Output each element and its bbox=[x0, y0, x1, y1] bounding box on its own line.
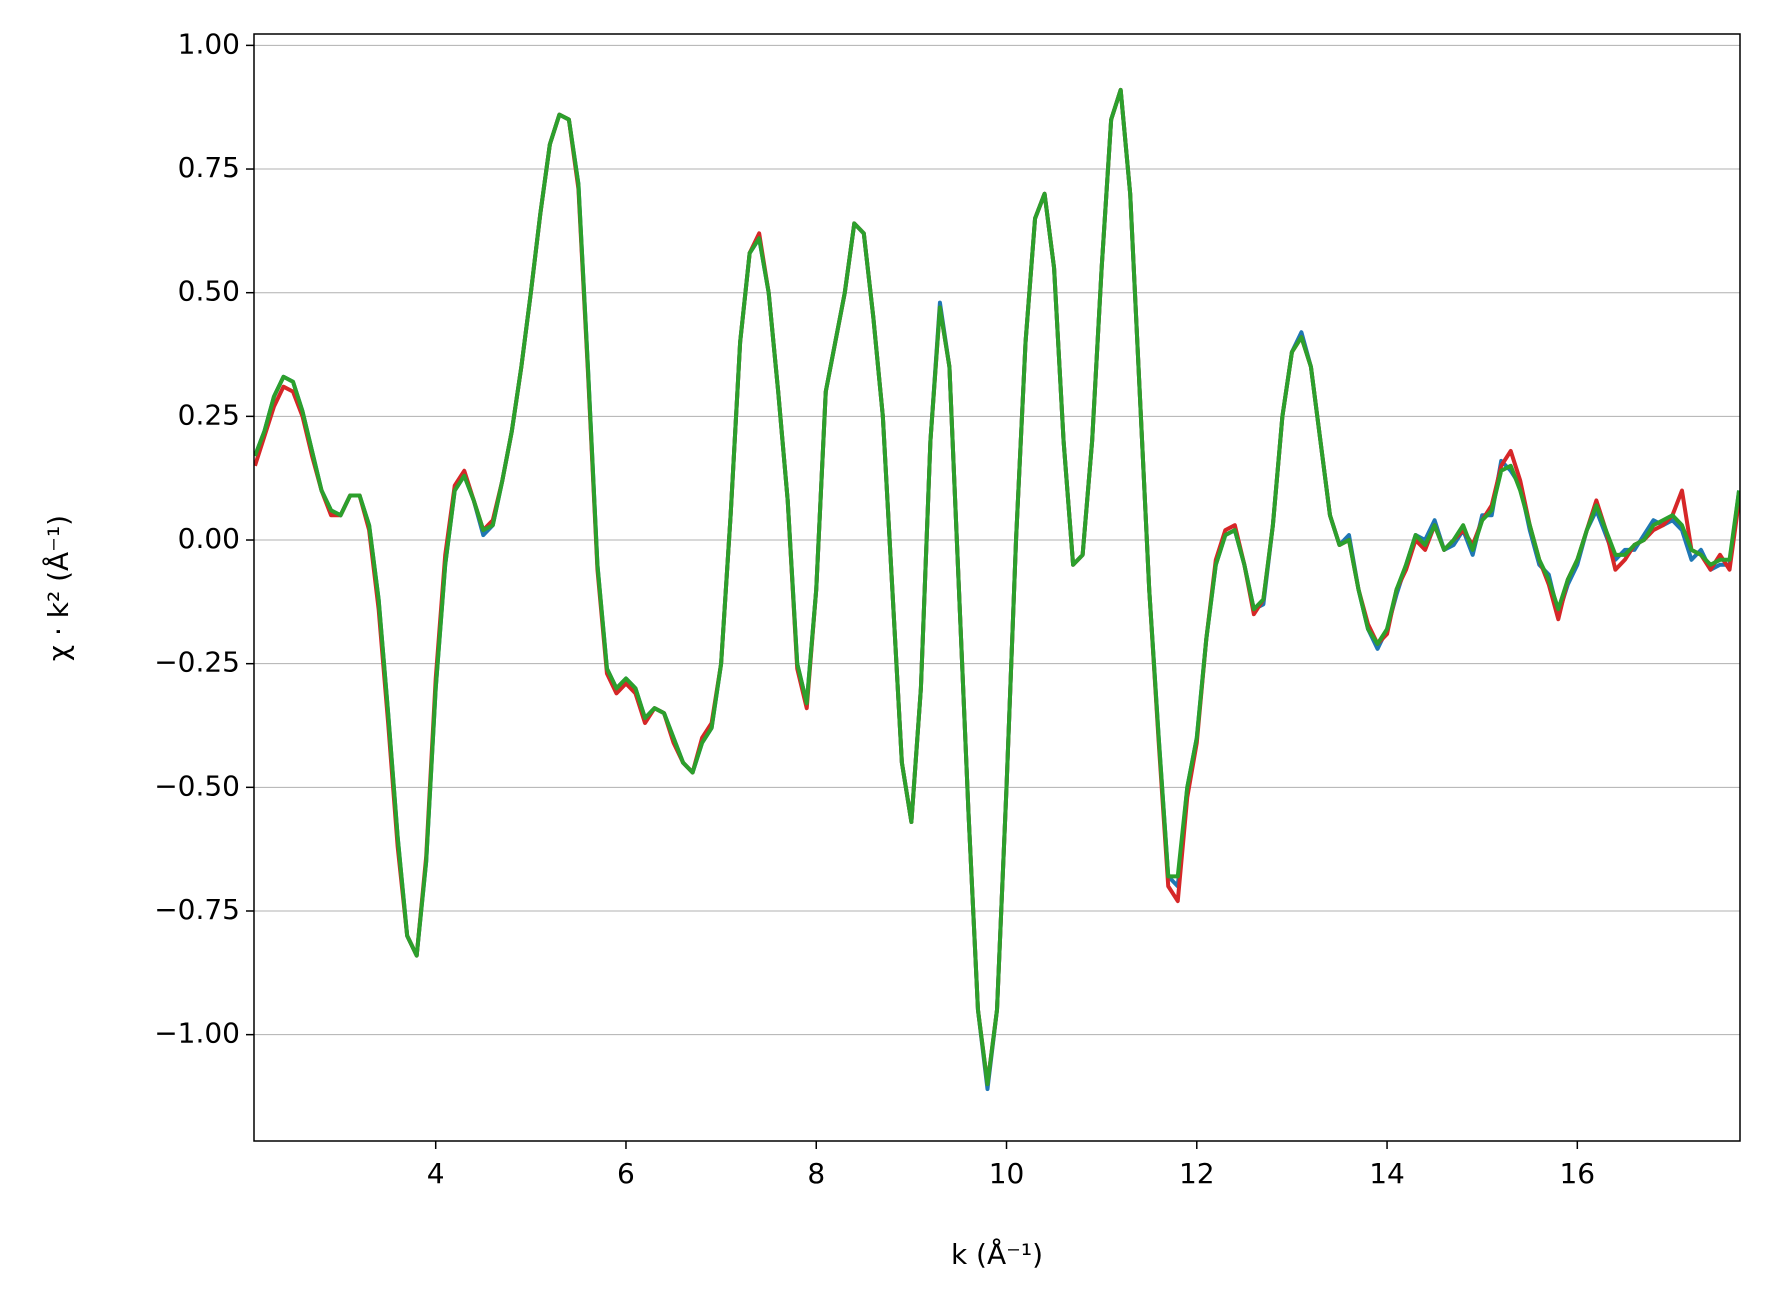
x-tick-label: 8 bbox=[807, 1157, 825, 1190]
plot-background bbox=[254, 34, 1740, 1141]
x-tick-label: 16 bbox=[1559, 1157, 1595, 1190]
x-tick-label: 10 bbox=[989, 1157, 1025, 1190]
data-line bbox=[254, 87, 1740, 1087]
y-tick-label: 0.25 bbox=[178, 398, 240, 431]
y-tick-label: −1.00 bbox=[154, 1017, 240, 1050]
y-tick-label: 0.00 bbox=[178, 522, 240, 555]
y-tick-label: −0.25 bbox=[154, 646, 240, 679]
y-axis-label: χ · k² (Å⁻¹) bbox=[41, 515, 75, 661]
y-tick-label: −0.75 bbox=[154, 893, 240, 926]
x-tick-label: 12 bbox=[1179, 1157, 1215, 1190]
y-tick-label: 0.75 bbox=[178, 151, 240, 184]
y-tick-label: 0.50 bbox=[178, 275, 240, 308]
x-axis-label: k (Å⁻¹) bbox=[951, 1237, 1043, 1271]
x-tick-label: 4 bbox=[427, 1157, 445, 1190]
x-tick-label: 14 bbox=[1369, 1157, 1405, 1190]
y-tick-label: 1.00 bbox=[178, 27, 240, 60]
plot-frame bbox=[253, 33, 1741, 1142]
x-tick-label: 6 bbox=[617, 1157, 635, 1190]
y-tick-label: −0.50 bbox=[154, 769, 240, 802]
